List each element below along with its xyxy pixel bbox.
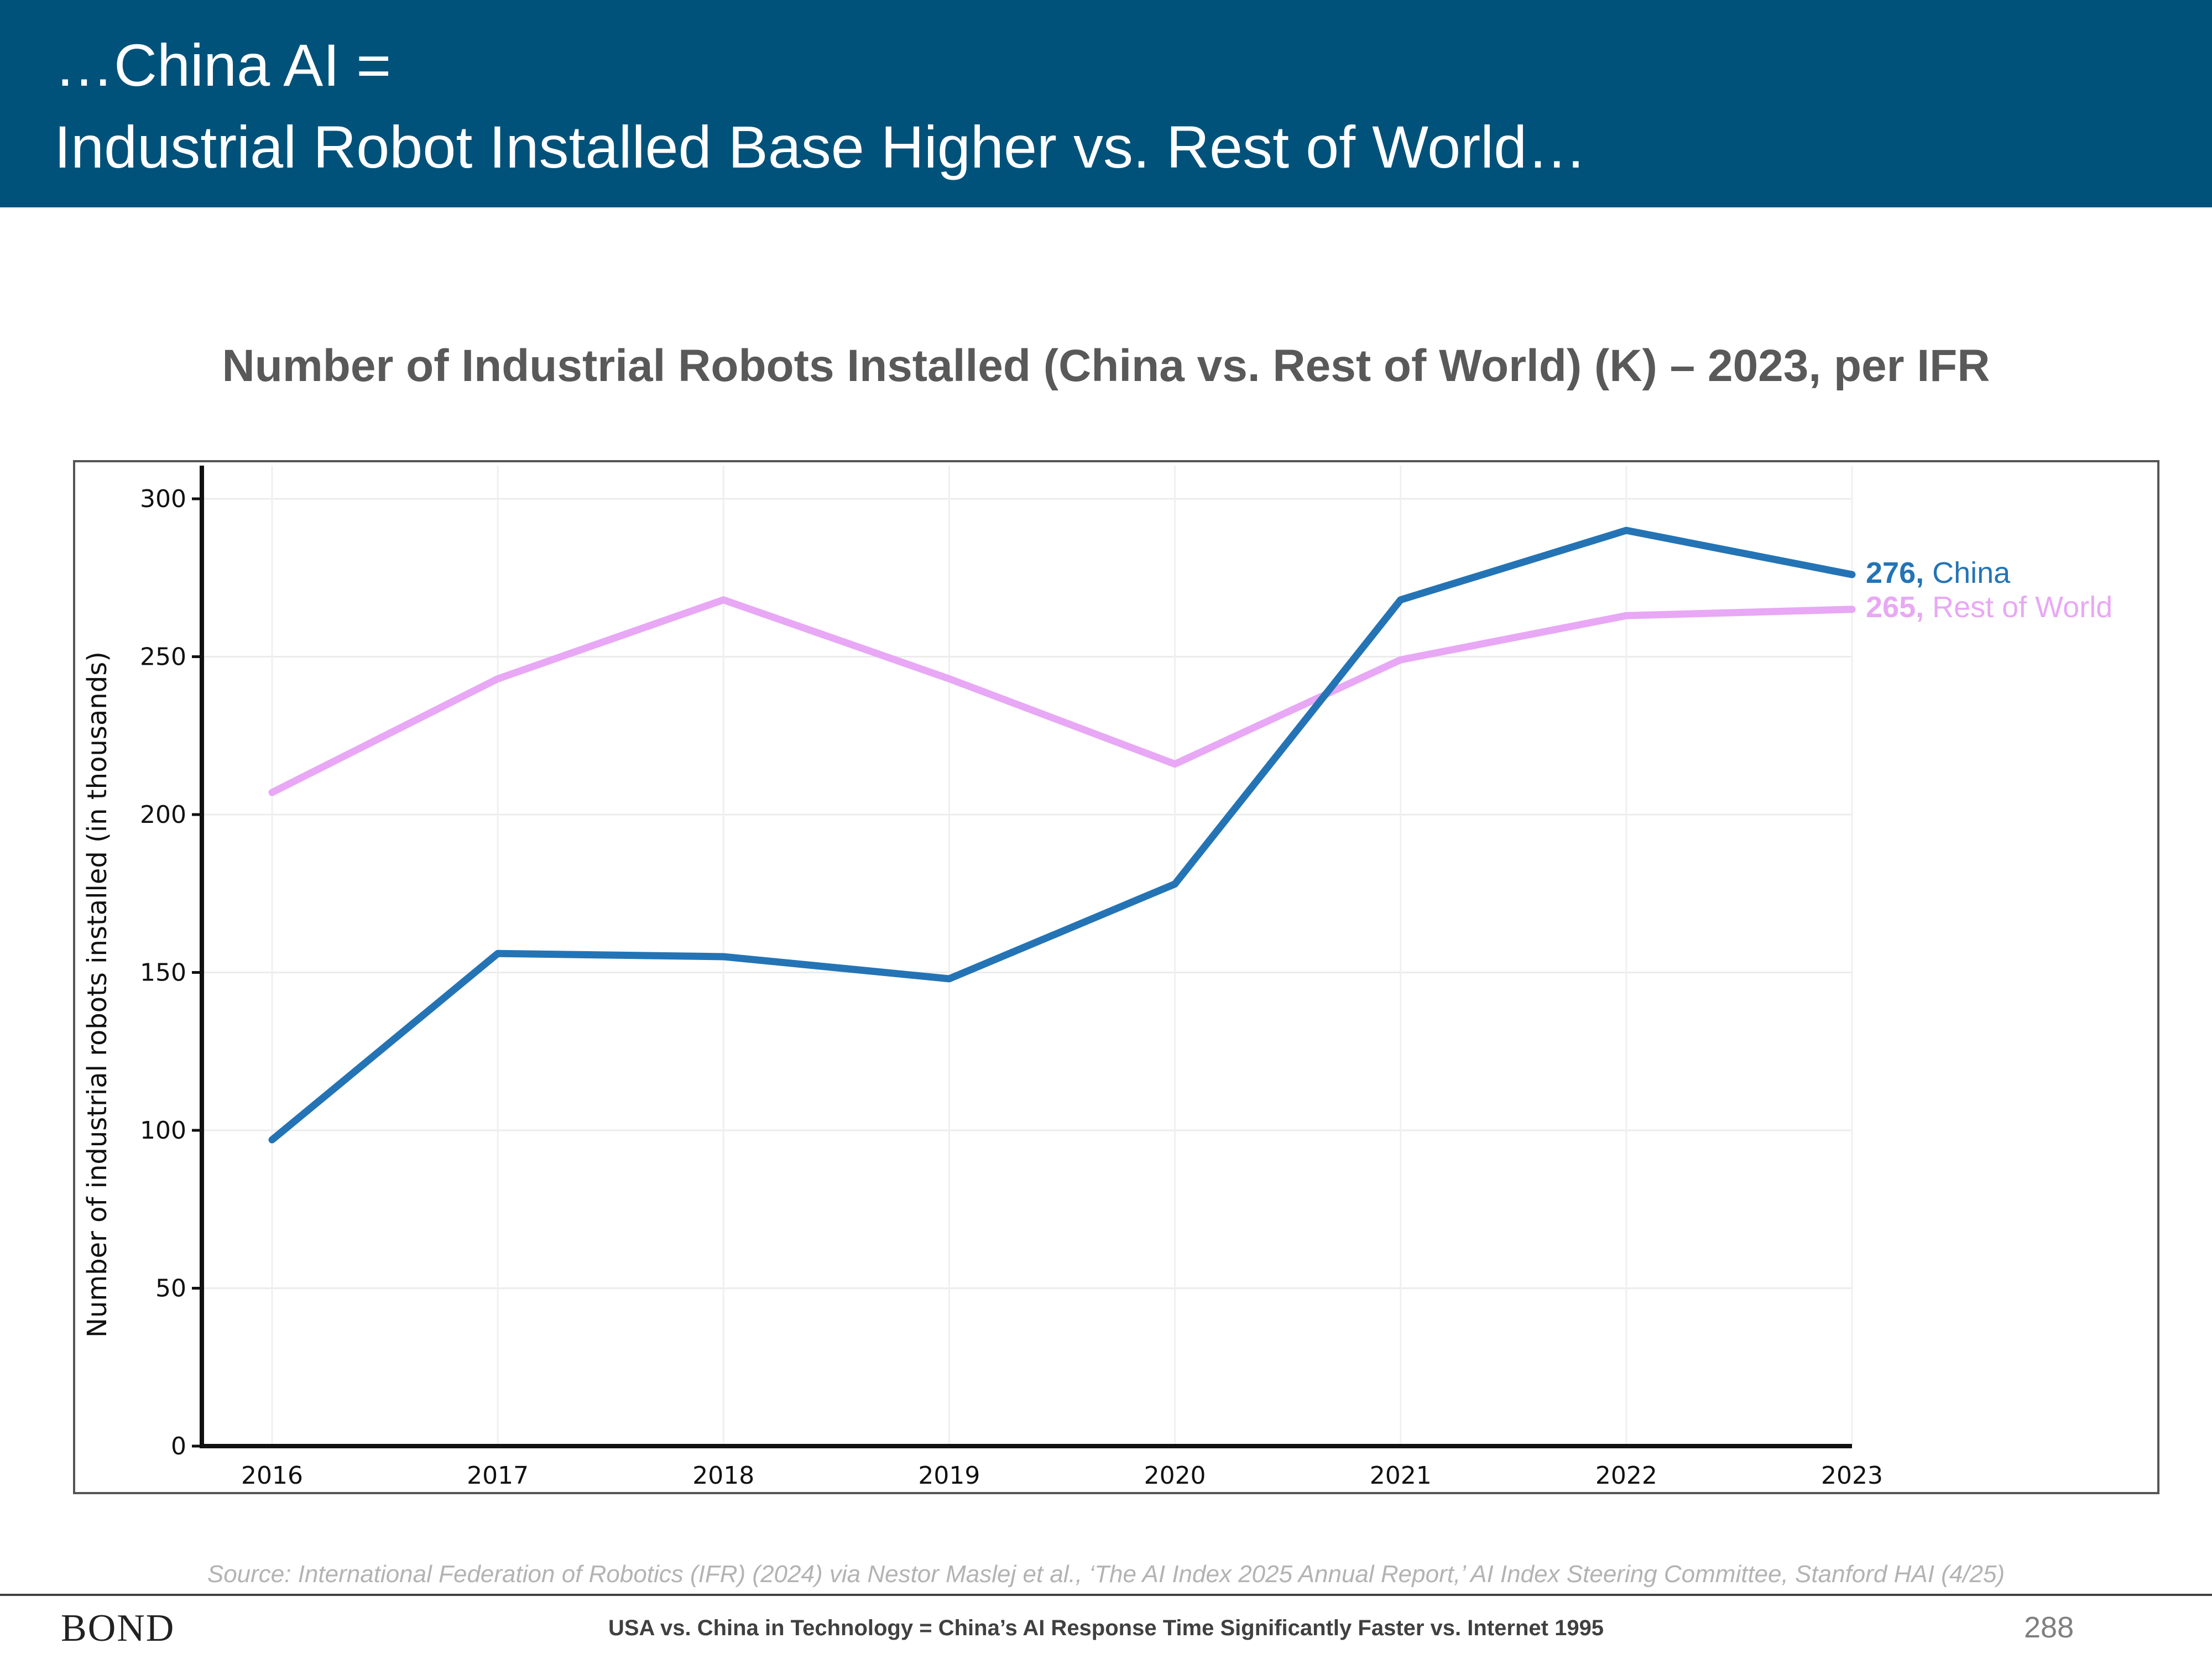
chart-title: Number of Industrial Robots Installed (C… bbox=[222, 341, 1990, 391]
y-tick-label: 0 bbox=[171, 1432, 186, 1460]
page-number: 288 bbox=[2024, 1611, 2074, 1644]
y-tick-label: 150 bbox=[140, 959, 186, 987]
x-tick-label: 2019 bbox=[918, 1462, 980, 1490]
header-title-line-2: Industrial Robot Installed Base Higher v… bbox=[54, 113, 1587, 180]
end-label-rest-of-world: 265, Rest of World bbox=[1866, 591, 2112, 624]
y-tick-label: 300 bbox=[140, 485, 186, 513]
y-axis-title: Number of industrial robots installed (i… bbox=[82, 651, 113, 1338]
header-banner: …China AI = Industrial Robot Installed B… bbox=[0, 0, 2212, 207]
x-tick-label: 2020 bbox=[1144, 1462, 1206, 1490]
x-tick-label: 2021 bbox=[1370, 1462, 1432, 1490]
x-tick-label: 2023 bbox=[1821, 1462, 1883, 1490]
end-label-china: 276, China bbox=[1866, 556, 2011, 589]
series-line-china bbox=[268, 526, 1856, 1144]
source-note: Source: International Federation of Robo… bbox=[207, 1561, 2005, 1588]
y-tick-label: 250 bbox=[140, 643, 186, 671]
x-tick-label: 2022 bbox=[1595, 1462, 1657, 1490]
chart-frame bbox=[73, 460, 2159, 1494]
y-tick-label: 100 bbox=[140, 1117, 186, 1145]
footer-divider bbox=[0, 1594, 2212, 1596]
header-title-line-1: …China AI = bbox=[54, 32, 392, 98]
footer-text: USA vs. China in Technology = China’s AI… bbox=[608, 1616, 1604, 1640]
series-line-rest-of-world bbox=[268, 596, 1856, 796]
x-tick-label: 2018 bbox=[692, 1462, 754, 1490]
y-tick-label: 50 bbox=[155, 1275, 186, 1303]
bond-logo: BOND bbox=[61, 1607, 175, 1650]
x-tick-label: 2016 bbox=[241, 1462, 303, 1490]
x-tick-label: 2017 bbox=[467, 1462, 529, 1490]
y-tick-label: 200 bbox=[140, 801, 186, 829]
